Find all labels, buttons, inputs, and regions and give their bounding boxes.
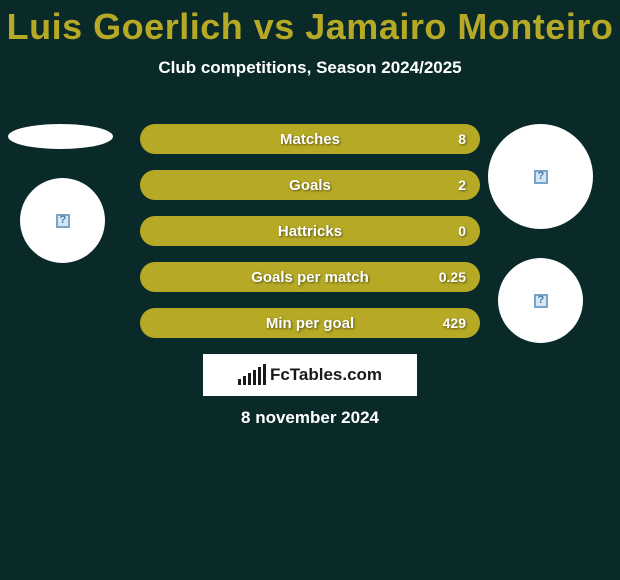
- page-title: Luis Goerlich vs Jamairo Monteiro: [0, 0, 620, 48]
- decor-circle: [20, 178, 105, 263]
- watermark-text: FcTables.com: [270, 365, 382, 385]
- stat-value: 2: [458, 177, 466, 193]
- decor-ellipse: [8, 124, 113, 149]
- stat-row: Min per goal 429: [140, 308, 480, 338]
- placeholder-icon: [56, 214, 70, 228]
- stat-value: 429: [443, 315, 466, 331]
- stat-label: Goals: [289, 177, 331, 194]
- stat-row: Goals 2: [140, 170, 480, 200]
- decor-circle: [488, 124, 593, 229]
- stat-value: 0: [458, 223, 466, 239]
- stat-label: Goals per match: [251, 269, 369, 286]
- watermark: FcTables.com: [203, 354, 417, 396]
- stat-value: 8: [458, 131, 466, 147]
- subtitle: Club competitions, Season 2024/2025: [0, 58, 620, 78]
- stat-label: Hattricks: [278, 223, 342, 240]
- stat-row: Goals per match 0.25: [140, 262, 480, 292]
- date-label: 8 november 2024: [0, 408, 620, 428]
- decor-circle: [498, 258, 583, 343]
- stat-value: 0.25: [439, 269, 466, 285]
- stat-row: Hattricks 0: [140, 216, 480, 246]
- watermark-bars-icon: [238, 365, 266, 385]
- stat-label: Min per goal: [266, 315, 354, 332]
- stats-container: Matches 8 Goals 2 Hattricks 0 Goals per match 0…: [140, 124, 480, 354]
- placeholder-icon: [534, 294, 548, 308]
- stat-row: Matches 8: [140, 124, 480, 154]
- placeholder-icon: [534, 170, 548, 184]
- stat-label: Matches: [280, 131, 340, 148]
